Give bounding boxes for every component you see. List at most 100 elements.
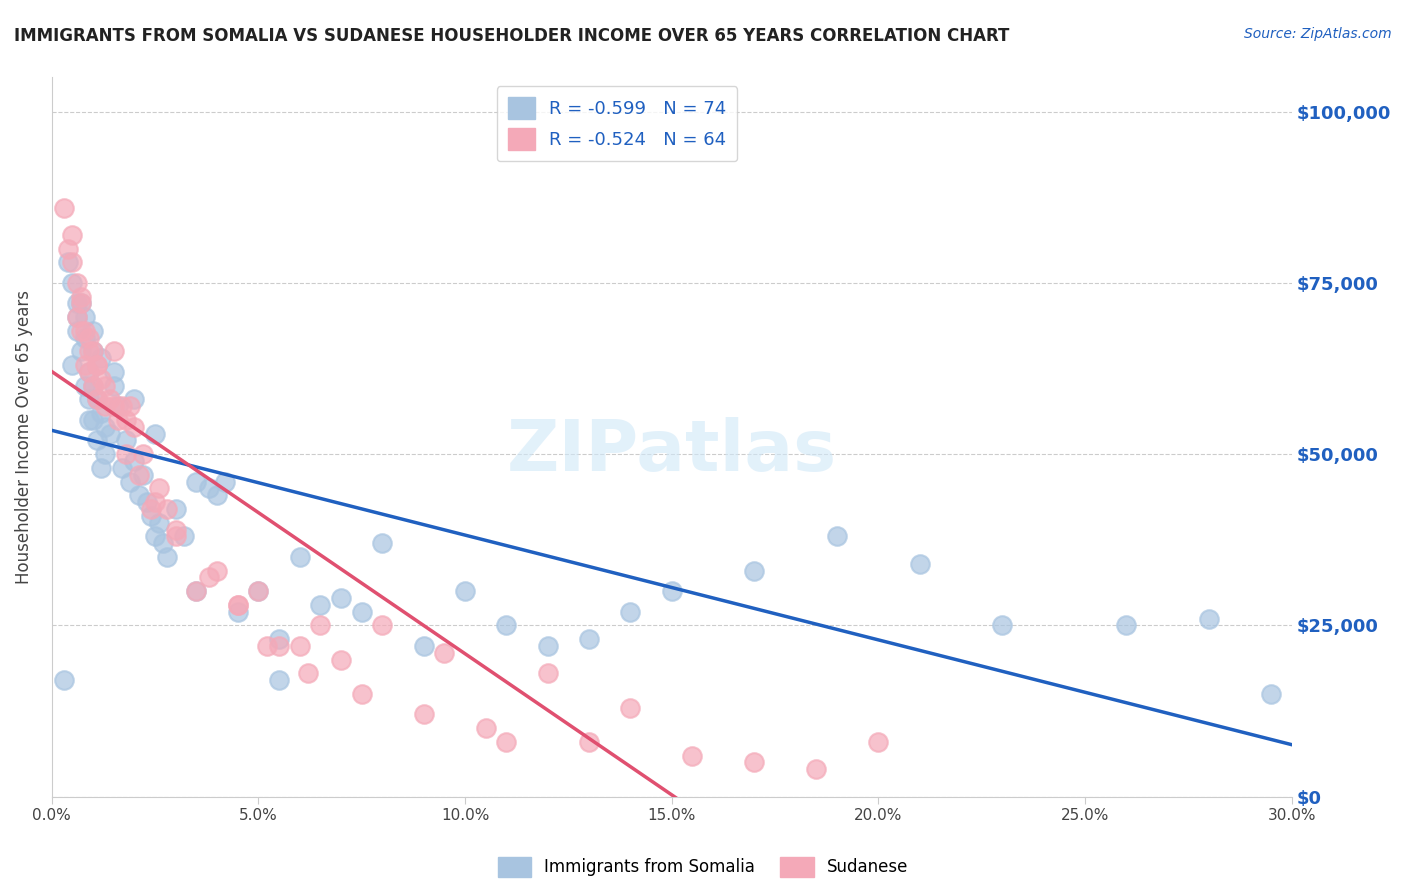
Point — [103, 378, 125, 392]
Point — [73, 310, 96, 325]
Point — [165, 529, 187, 543]
Point — [82, 413, 104, 427]
Point — [111, 461, 134, 475]
Point — [198, 482, 221, 496]
Point — [115, 447, 138, 461]
Point — [58, 242, 80, 256]
Point — [371, 536, 394, 550]
Point — [111, 399, 134, 413]
Point — [806, 762, 828, 776]
Point — [226, 605, 249, 619]
Point — [1198, 611, 1220, 625]
Point — [65, 310, 87, 325]
Point — [247, 584, 270, 599]
Point — [90, 461, 112, 475]
Point — [226, 598, 249, 612]
Point — [124, 419, 146, 434]
Point — [186, 584, 208, 599]
Point — [98, 426, 121, 441]
Point — [90, 351, 112, 366]
Point — [267, 673, 290, 688]
Point — [94, 399, 117, 413]
Point — [58, 255, 80, 269]
Point — [908, 557, 931, 571]
Point — [86, 392, 108, 407]
Point — [69, 324, 91, 338]
Point — [77, 365, 100, 379]
Point — [124, 392, 146, 407]
Point — [744, 756, 766, 770]
Point — [165, 523, 187, 537]
Point — [288, 549, 311, 564]
Point — [94, 447, 117, 461]
Point — [77, 413, 100, 427]
Point — [578, 632, 600, 647]
Point — [744, 564, 766, 578]
Point — [143, 426, 166, 441]
Point — [619, 700, 641, 714]
Point — [86, 392, 108, 407]
Point — [82, 344, 104, 359]
Point — [103, 344, 125, 359]
Point — [297, 666, 319, 681]
Point — [65, 276, 87, 290]
Point — [69, 290, 91, 304]
Point — [107, 399, 129, 413]
Point — [825, 529, 848, 543]
Point — [65, 310, 87, 325]
Point — [156, 502, 179, 516]
Point — [214, 475, 236, 489]
Point — [454, 584, 477, 599]
Point — [205, 488, 228, 502]
Point — [62, 227, 84, 242]
Point — [90, 372, 112, 386]
Point — [69, 296, 91, 310]
Point — [77, 331, 100, 345]
Point — [256, 639, 278, 653]
Point — [412, 707, 434, 722]
Point — [165, 502, 187, 516]
Point — [247, 584, 270, 599]
Point — [1115, 618, 1137, 632]
Point — [578, 735, 600, 749]
Point — [226, 598, 249, 612]
Point — [433, 646, 456, 660]
Point — [267, 639, 290, 653]
Point — [143, 495, 166, 509]
Point — [537, 666, 560, 681]
Point — [148, 482, 170, 496]
Point — [131, 467, 153, 482]
Point — [495, 735, 517, 749]
Point — [53, 673, 76, 688]
Point — [350, 687, 373, 701]
Legend: R = -0.599   N = 74, R = -0.524   N = 64: R = -0.599 N = 74, R = -0.524 N = 64 — [496, 87, 737, 161]
Point — [120, 399, 142, 413]
Point — [77, 344, 100, 359]
Point — [73, 358, 96, 372]
Point — [135, 495, 157, 509]
Point — [1260, 687, 1282, 701]
Y-axis label: Householder Income Over 65 years: Householder Income Over 65 years — [15, 290, 32, 584]
Point — [156, 549, 179, 564]
Point — [65, 324, 87, 338]
Point — [309, 598, 332, 612]
Point — [474, 721, 496, 735]
Point — [73, 324, 96, 338]
Point — [62, 276, 84, 290]
Point — [309, 618, 332, 632]
Point — [98, 392, 121, 407]
Text: Source: ZipAtlas.com: Source: ZipAtlas.com — [1244, 27, 1392, 41]
Point — [115, 434, 138, 448]
Point — [115, 413, 138, 427]
Point — [330, 591, 353, 605]
Point — [288, 639, 311, 653]
Point — [143, 529, 166, 543]
Point — [62, 358, 84, 372]
Point — [77, 365, 100, 379]
Point — [69, 344, 91, 359]
Point — [186, 584, 208, 599]
Text: IMMIGRANTS FROM SOMALIA VS SUDANESE HOUSEHOLDER INCOME OVER 65 YEARS CORRELATION: IMMIGRANTS FROM SOMALIA VS SUDANESE HOUS… — [14, 27, 1010, 45]
Point — [152, 536, 174, 550]
Point — [267, 632, 290, 647]
Point — [198, 570, 221, 584]
